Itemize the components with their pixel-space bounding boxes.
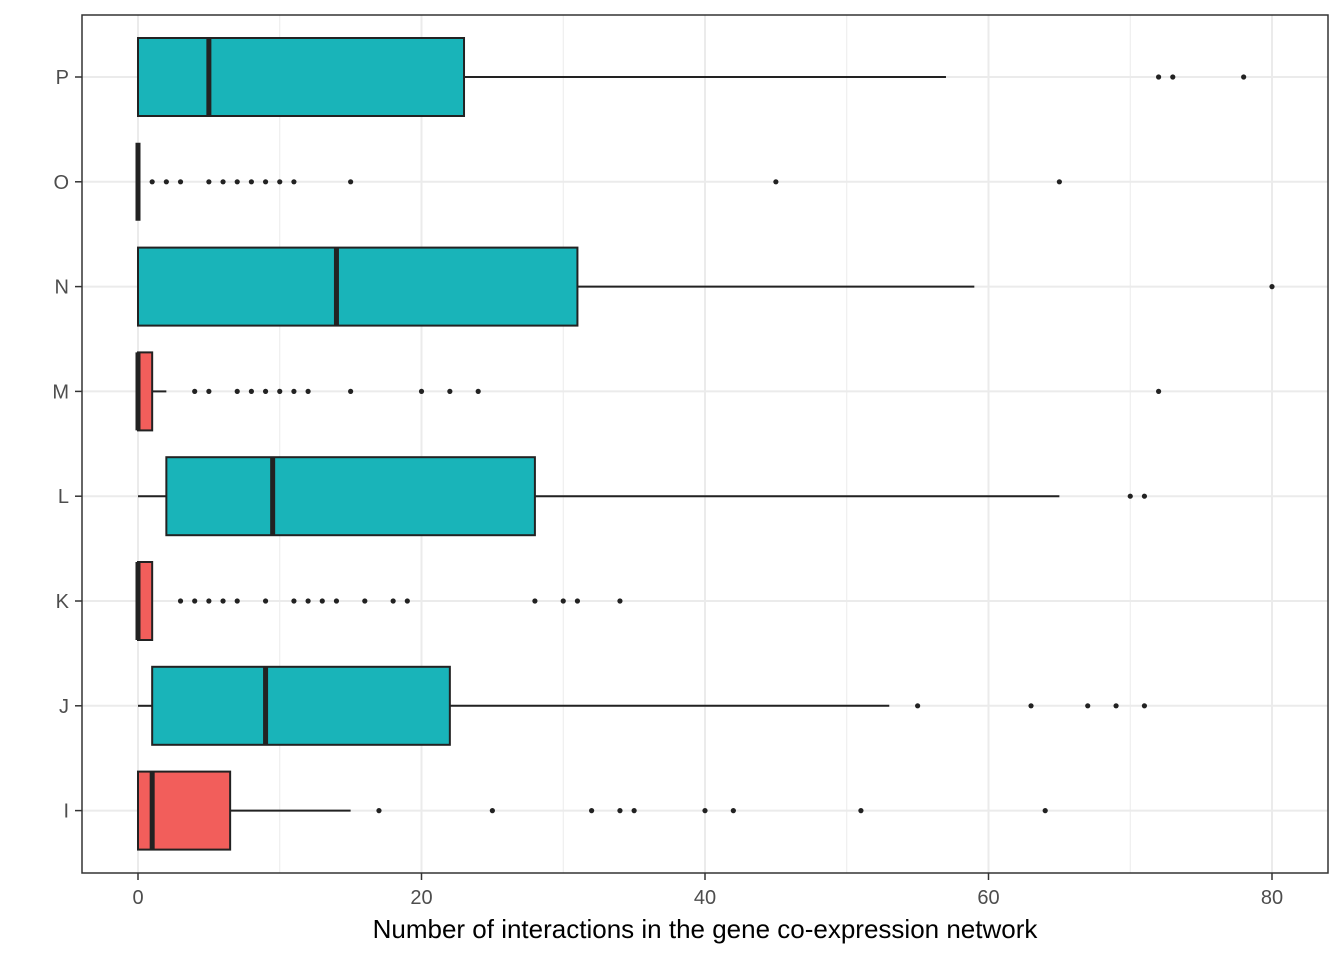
outlier-point <box>262 179 269 185</box>
outlier-point <box>631 808 637 814</box>
box-body <box>165 456 536 537</box>
outlier-point <box>617 808 623 814</box>
outlier-point <box>291 598 297 604</box>
outlier-point <box>163 179 169 185</box>
outlier-point <box>277 179 283 185</box>
outlier-point <box>348 179 354 185</box>
box-L <box>138 456 1060 537</box>
x-tick-label: 0 <box>132 887 143 909</box>
outlier-point <box>177 598 184 604</box>
outlier-point <box>1241 74 1247 80</box>
outlier-point <box>418 388 425 394</box>
box-I <box>137 770 351 851</box>
outlier-point <box>447 388 453 394</box>
outlier-point <box>560 598 566 604</box>
outlier-point <box>915 703 921 709</box>
outlier-point <box>730 808 736 814</box>
outlier-point <box>1113 703 1119 709</box>
y-tick-label: J <box>59 696 69 718</box>
outlier-points <box>149 74 1275 814</box>
outlier-point <box>702 808 708 814</box>
box-body <box>137 246 579 327</box>
outlier-point <box>277 388 283 394</box>
outlier-point <box>589 808 595 814</box>
y-tick-label: K <box>56 591 70 613</box>
outlier-point <box>305 388 311 394</box>
outlier-point <box>1127 493 1133 499</box>
outlier-point <box>248 179 254 185</box>
outlier-point <box>532 598 538 604</box>
box-P <box>137 37 946 117</box>
outlier-point <box>291 388 297 394</box>
outlier-point <box>348 388 354 394</box>
outlier-point <box>362 598 368 604</box>
outlier-point <box>220 179 226 185</box>
y-tick-label: P <box>56 67 69 89</box>
outlier-point <box>404 598 410 604</box>
outlier-point <box>262 598 269 604</box>
x-tick-label: 60 <box>977 887 999 909</box>
outlier-point <box>1056 179 1062 185</box>
outlier-point <box>1269 284 1275 290</box>
outlier-point <box>234 388 240 394</box>
outlier-point <box>858 808 864 814</box>
outlier-point <box>773 179 779 185</box>
outlier-point <box>1085 703 1091 709</box>
outlier-point <box>1170 74 1176 80</box>
outlier-point <box>489 808 495 814</box>
outlier-point <box>1028 703 1034 709</box>
axes: 0 20 40 60 80 P O N M L K J I <box>52 67 1283 909</box>
outlier-point <box>206 598 212 604</box>
outlier-point <box>333 598 340 604</box>
y-tick-label: L <box>58 486 69 508</box>
outlier-point <box>192 388 198 394</box>
x-tick-label: 80 <box>1261 887 1283 909</box>
outlier-point <box>390 598 396 604</box>
outlier-point <box>262 388 269 394</box>
box-K <box>135 561 154 641</box>
outlier-point <box>1156 388 1162 394</box>
outlier-point <box>319 598 325 604</box>
outlier-point <box>1156 74 1162 80</box>
outlier-point <box>574 598 581 604</box>
outlier-point <box>220 598 226 604</box>
outlier-point <box>192 598 198 604</box>
outlier-point <box>149 179 155 185</box>
x-axis-title: Number of interactions in the gene co-ex… <box>373 914 1039 944</box>
outlier-point <box>475 388 481 394</box>
outlier-point <box>376 808 382 814</box>
y-tick-label: M <box>52 381 69 403</box>
outlier-point <box>234 598 240 604</box>
outlier-point <box>177 179 184 185</box>
outlier-point <box>234 179 240 185</box>
box-N <box>137 246 975 327</box>
x-tick-label: 40 <box>694 887 716 909</box>
y-tick-label: N <box>55 277 69 299</box>
box-series <box>135 37 1060 851</box>
y-tick-label: O <box>53 172 69 194</box>
y-tick-label: I <box>63 801 69 823</box>
outlier-point <box>1141 493 1148 499</box>
outlier-point <box>206 179 212 185</box>
box-M <box>135 351 167 432</box>
outlier-point <box>1042 808 1048 814</box>
box-J <box>138 665 890 746</box>
box-body <box>151 665 451 746</box>
outlier-point <box>206 388 212 394</box>
outlier-point <box>617 598 623 604</box>
x-tick-label: 20 <box>410 887 432 909</box>
box-body <box>137 37 466 117</box>
outlier-point <box>1141 703 1148 709</box>
outlier-point <box>248 388 254 394</box>
outlier-point <box>291 179 297 185</box>
outlier-point <box>305 598 311 604</box>
